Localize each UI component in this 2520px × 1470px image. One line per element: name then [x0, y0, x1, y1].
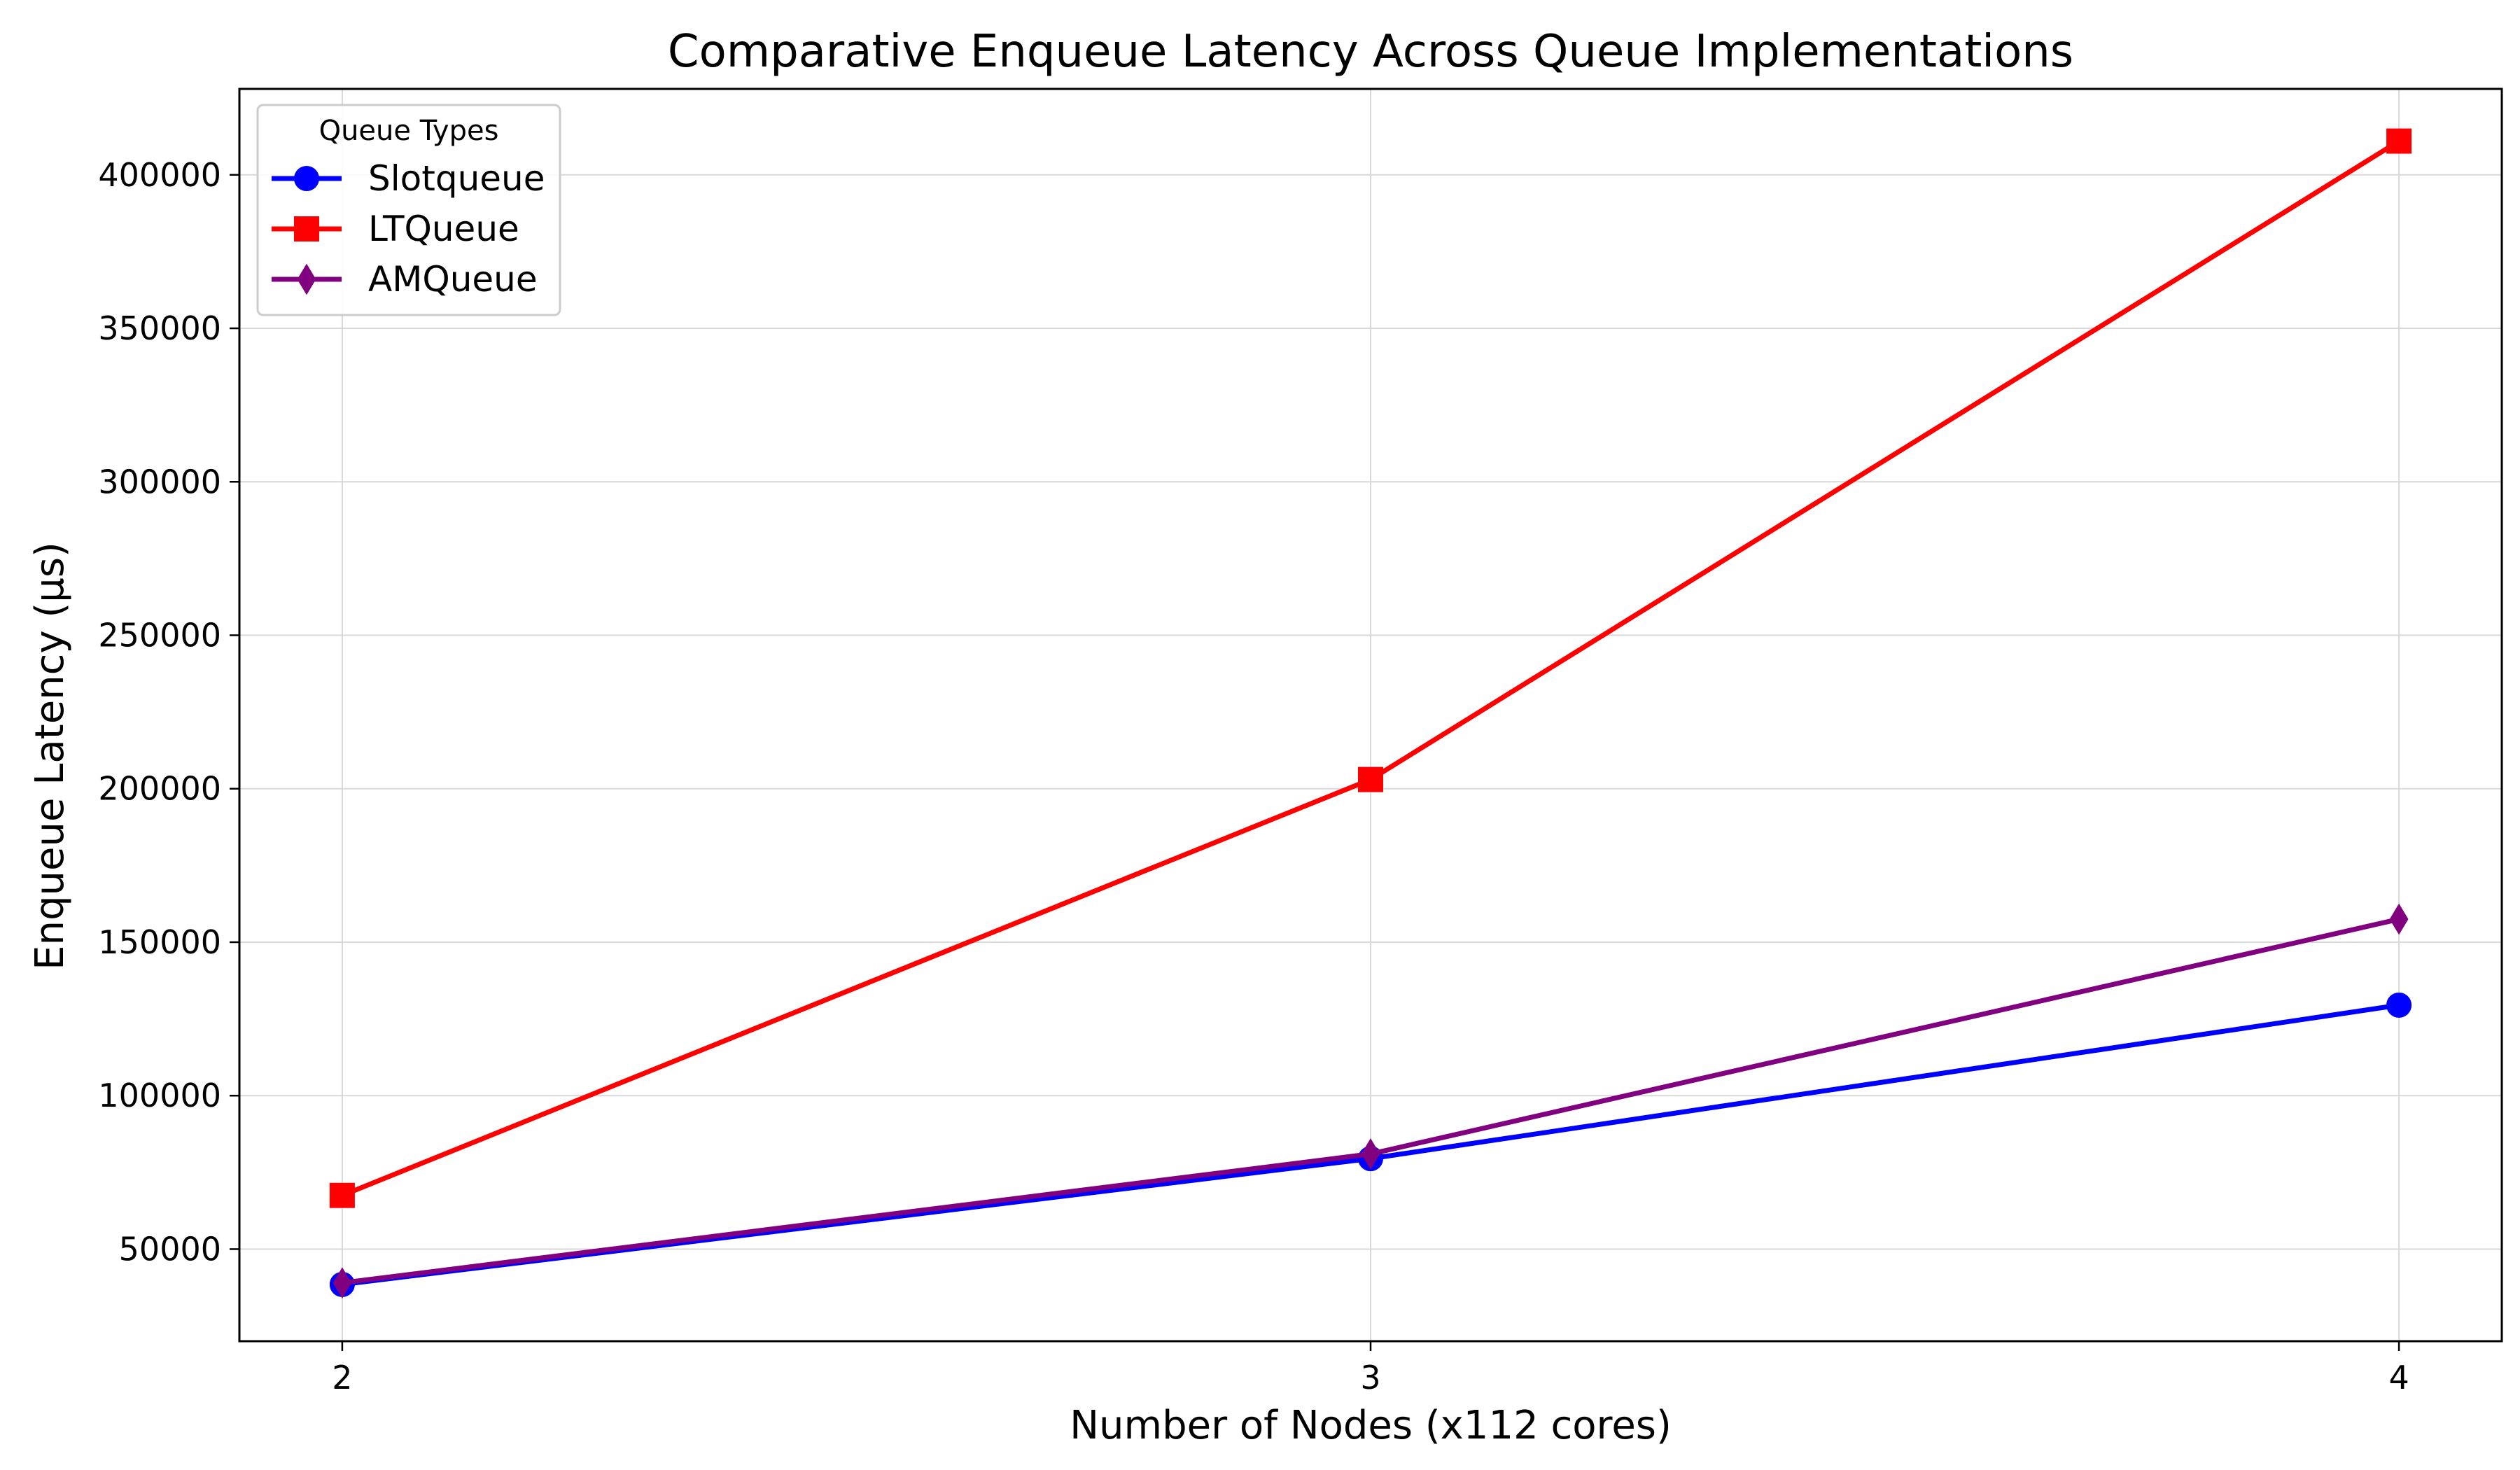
legend: Queue Types Slotqueue LTQueue AMQueue [256, 104, 561, 316]
legend-label: AMQueue [368, 259, 538, 300]
legend-item: LTQueue [272, 209, 519, 249]
y-tick-label: 400000 [98, 156, 221, 194]
y-tick-label: 50000 [119, 1230, 221, 1268]
x-tick-label: 4 [2388, 1359, 2409, 1396]
data-point [2386, 992, 2412, 1018]
x-tick-label: 2 [332, 1359, 352, 1396]
data-point [2389, 903, 2409, 935]
data-point [329, 1182, 355, 1208]
series-amqueue [332, 903, 2409, 1299]
axis-ticks: 50000 100000 150000 200000 250000 300000 35000… [98, 156, 2409, 1396]
legend-label: Slotqueue [368, 158, 545, 199]
legend-item: Slotqueue [272, 158, 545, 199]
y-tick-label: 200000 [98, 770, 221, 808]
y-tick-label: 250000 [98, 616, 221, 654]
data-point [1358, 766, 1383, 792]
legend-box [256, 104, 561, 316]
legend-marker [294, 166, 319, 191]
y-tick-label: 350000 [98, 309, 221, 347]
y-tick-label: 300000 [98, 463, 221, 500]
legend-label: LTQueue [368, 209, 519, 249]
legend-item: AMQueue [272, 259, 538, 300]
y-axis-label: Enqueue Latency (μs) [27, 542, 73, 970]
data-point [2386, 128, 2412, 154]
legend-marker [297, 263, 316, 295]
legend-items: Slotqueue LTQueue AMQueue [272, 158, 545, 300]
series-ltqueue [329, 128, 2412, 1208]
x-axis-label: Number of Nodes (x112 cores) [1070, 1403, 1672, 1448]
x-tick-label: 3 [1360, 1359, 1380, 1396]
series-group [329, 128, 2412, 1299]
y-tick-label: 150000 [98, 923, 221, 961]
legend-marker [294, 216, 319, 241]
y-tick-label: 100000 [98, 1077, 221, 1114]
chart-title: Comparative Enqueue Latency Across Queue… [668, 26, 2073, 78]
legend-title: Queue Types [319, 115, 499, 147]
data-point [1361, 1138, 1380, 1170]
data-point [332, 1267, 352, 1299]
